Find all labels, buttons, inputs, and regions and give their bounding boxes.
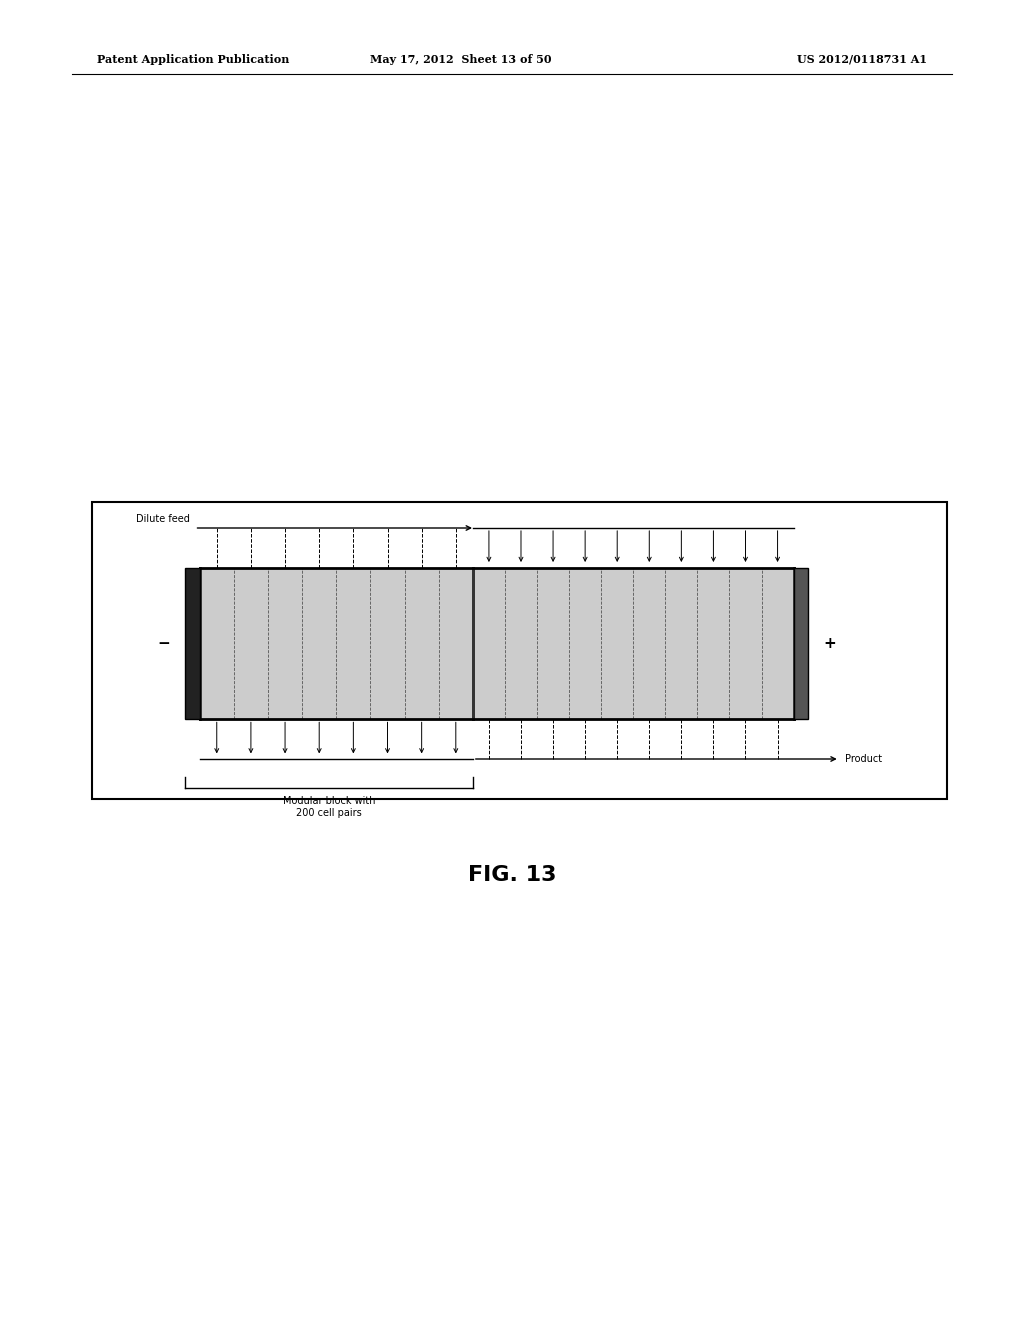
Text: +: +	[823, 636, 836, 651]
Text: May 17, 2012  Sheet 13 of 50: May 17, 2012 Sheet 13 of 50	[370, 54, 552, 65]
Text: Dilute feed: Dilute feed	[135, 513, 189, 524]
Text: Modular block with
200 cell pairs: Modular block with 200 cell pairs	[283, 796, 376, 817]
Bar	[185, 568, 200, 719]
Text: US 2012/0118731 A1: US 2012/0118731 A1	[797, 54, 927, 65]
Text: Product: Product	[845, 754, 882, 764]
Bar	[200, 568, 794, 719]
Text: Patent Application Publication: Patent Application Publication	[97, 54, 290, 65]
Bar	[794, 568, 808, 719]
Bar	[92, 502, 947, 799]
Text: −: −	[158, 636, 170, 651]
Text: FIG. 13: FIG. 13	[468, 865, 556, 884]
